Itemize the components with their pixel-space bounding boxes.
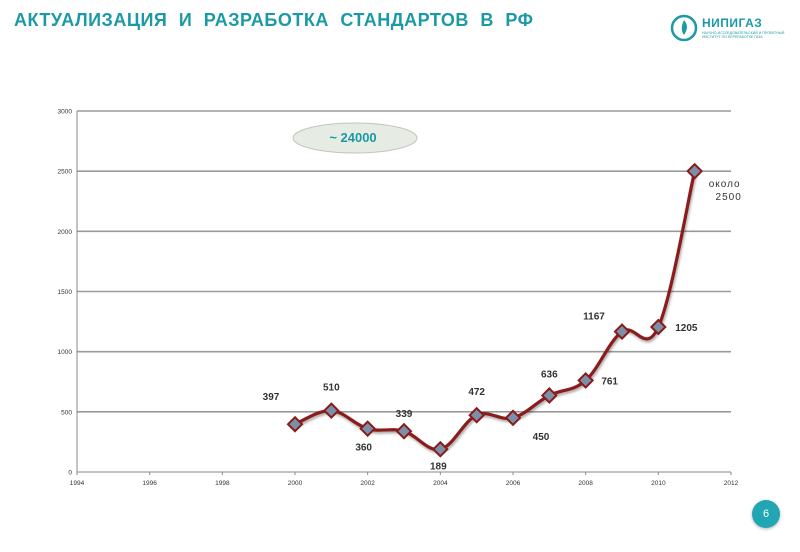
data-point <box>322 402 340 420</box>
x-tick-label: 2012 <box>724 480 739 487</box>
data-label: 510 <box>323 383 340 394</box>
data-label: 761 <box>601 376 618 387</box>
company-logo: НИПИГАЗ НАУЧНО-ИССЛЕДОВАТЕЛЬСКИЙ И ПРОЕК… <box>670 14 790 58</box>
data-point <box>359 420 377 438</box>
data-point <box>431 440 449 458</box>
data-point <box>577 372 595 389</box>
flame-logo-icon <box>670 14 698 42</box>
y-tick-label: 3000 <box>58 109 73 116</box>
logo-subtitle: НАУЧНО-ИССЛЕДОВАТЕЛЬСКИЙ И ПРОЕКТНЫЙ ИНС… <box>702 31 785 39</box>
data-label: 397 <box>263 392 280 403</box>
data-label: 450 <box>533 432 550 443</box>
data-point <box>686 162 704 180</box>
y-tick-label: 2000 <box>58 229 73 236</box>
data-point <box>395 422 413 440</box>
x-tick-label: 2006 <box>506 480 521 487</box>
data-label: 339 <box>396 409 413 420</box>
callout-text: ~ 24000 <box>329 130 376 145</box>
data-point <box>613 323 631 340</box>
y-tick-label: 2500 <box>58 169 73 176</box>
data-label: 360 <box>355 443 372 454</box>
y-tick-label: 1000 <box>58 349 73 356</box>
data-label: 636 <box>541 369 558 380</box>
y-tick-label: 500 <box>61 409 72 416</box>
x-tick-label: 2002 <box>360 480 375 487</box>
data-point <box>468 406 486 424</box>
y-tick-label: 0 <box>68 470 72 477</box>
data-point <box>540 387 558 404</box>
x-tick-label: 2004 <box>433 480 448 487</box>
series-line <box>293 169 697 452</box>
data-label: 1167 <box>583 312 605 323</box>
callout-ellipse <box>292 122 418 154</box>
page-number-badge: 6 <box>752 500 780 528</box>
x-tick-label: 2008 <box>578 480 593 487</box>
x-tick-label: 2010 <box>651 480 666 487</box>
slide-title: АКТУАЛИЗАЦИЯ И РАЗРАБОТКА СТАНДАРТОВ В Р… <box>14 10 534 30</box>
x-tick-label: 1996 <box>142 480 157 487</box>
data-point <box>649 318 667 336</box>
data-label: 472 <box>468 387 485 398</box>
x-tick-label: 1998 <box>215 480 230 487</box>
data-label: 189 <box>430 461 447 472</box>
data-label: около 2500 <box>709 179 742 203</box>
y-tick-label: 1500 <box>58 289 73 296</box>
data-point <box>504 409 522 427</box>
x-tick-label: 1994 <box>70 480 85 487</box>
data-point <box>286 415 304 433</box>
logo-name: НИПИГАЗ <box>702 16 763 30</box>
x-tick-label: 2000 <box>288 480 303 487</box>
data-label: 1205 <box>675 323 698 334</box>
